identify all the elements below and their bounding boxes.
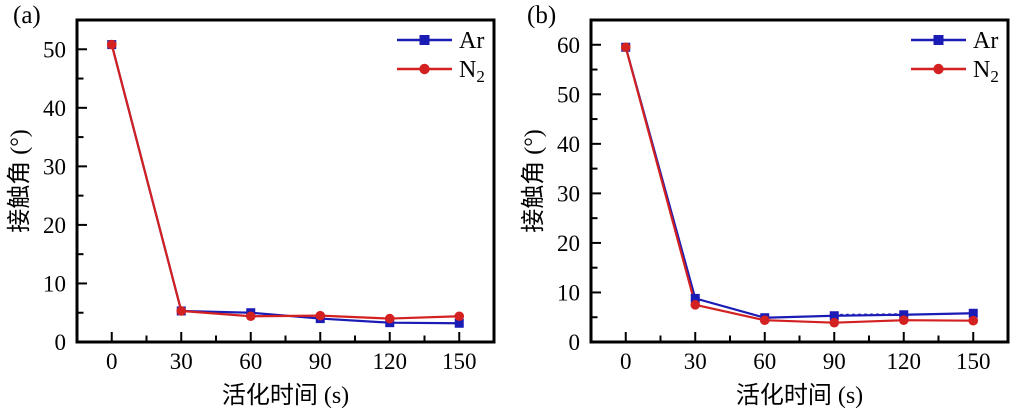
y-tick-label: 60	[557, 33, 580, 58]
legend-label-Ar: Ar	[459, 28, 484, 54]
legend-label-N2: N2	[459, 57, 485, 86]
marker-circle-N2	[454, 311, 465, 322]
legend-marker-N2	[419, 63, 430, 75]
marker-circle-N2	[315, 310, 326, 321]
x-tick-label: 60	[239, 349, 262, 374]
legend-marker-N2	[933, 63, 944, 75]
x-tick-label: 150	[442, 349, 477, 374]
series-line-Ar	[110, 44, 460, 325]
y-tick-label: 20	[43, 213, 66, 238]
x-tick-label: 120	[373, 349, 408, 374]
x-tick-label: 0	[106, 349, 118, 374]
marker-circle-N2	[759, 315, 770, 326]
marker-square-Ar	[968, 308, 978, 318]
x-tick-label: 90	[823, 349, 846, 374]
x-tick-label: 0	[620, 349, 632, 374]
plot-frame	[75, 18, 496, 344]
x-tick-label: 30	[684, 349, 707, 374]
x-tick-label: 60	[753, 349, 776, 374]
y-tick-label: 50	[43, 37, 66, 62]
marker-square-Ar	[899, 310, 909, 320]
legend-label-N2: N2	[973, 57, 999, 86]
y-tick-label: 30	[43, 154, 66, 179]
y-tick-label: 0	[569, 330, 581, 355]
panel-a-label: (a)	[13, 2, 41, 29]
legend: Ar N2	[911, 28, 999, 86]
y-tick-label: 10	[43, 271, 66, 296]
y-tick-label: 40	[557, 132, 580, 157]
marker-circle-N2	[968, 315, 979, 326]
series-line-N2	[110, 44, 460, 320]
y-tick-label: 20	[557, 231, 580, 256]
x-tick-label: 120	[887, 349, 922, 374]
plot-frame	[589, 18, 1010, 344]
y-tick-label: 10	[557, 280, 580, 305]
marker-circle-N2	[898, 315, 909, 326]
marker-circle-N2	[106, 39, 117, 50]
marker-circle-N2	[384, 313, 395, 324]
panel-a: (a) 0 30 60 90 120 150 0 10 20 30 40 50 活化时间 (s) 接触角 …	[0, 0, 513, 412]
y-axis-label: 接触角 (°)	[6, 129, 33, 233]
y-axis-label: 接触角 (°)	[520, 129, 547, 233]
panel-b: (b) 0 30 60 90 120 150 0 10 20 30 40 50 60 活化时间 (s) 接触…	[514, 0, 1027, 412]
marker-circle-N2	[829, 317, 840, 328]
panel-a-plot: 0 30 60 90 120 150 0 10 20 30 40 50 活化时间 (s) 接触角 (°) A…	[6, 18, 496, 409]
legend-label-Ar: Ar	[973, 28, 998, 54]
marker-square-Ar	[829, 311, 839, 321]
marker-circle-N2	[620, 42, 631, 53]
marker-circle-N2	[690, 300, 701, 310]
marker-square-Ar	[454, 318, 464, 328]
legend-marker-Ar	[933, 35, 944, 45]
series-line-N2	[624, 46, 974, 324]
marker-circle-N2	[245, 311, 256, 322]
x-tick-label: 30	[170, 349, 193, 374]
x-tick-label: 90	[309, 349, 332, 374]
y-tick-label: 0	[55, 330, 67, 355]
marker-circle-N2	[176, 306, 187, 316]
y-tick-label: 50	[557, 82, 580, 107]
marker-square-Ar	[690, 293, 700, 303]
x-axis-label: 活化时间 (s)	[222, 382, 349, 409]
panel-b-plot: 0 30 60 90 120 150 0 10 20 30 40 50 60 活化时间 (s) 接触角 (°…	[520, 18, 1010, 409]
x-axis-label: 活化时间 (s)	[736, 382, 863, 409]
panel-b-label: (b)	[527, 2, 557, 29]
y-tick-label: 40	[43, 96, 66, 121]
series-line-Ar	[624, 46, 974, 319]
x-tick-label: 150	[956, 349, 991, 374]
legend-marker-Ar	[419, 35, 430, 45]
legend: Ar N2	[397, 28, 485, 86]
y-tick-label: 30	[557, 181, 580, 206]
